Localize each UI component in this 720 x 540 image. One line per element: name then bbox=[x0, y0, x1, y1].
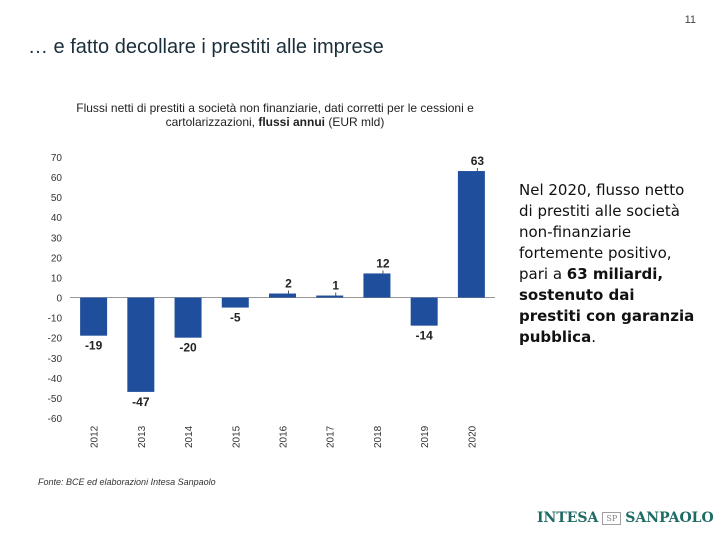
bar-2015 bbox=[221, 297, 249, 308]
note-text-highlight: 63 miliardi, sostenuto dai prestiti con … bbox=[519, 265, 695, 346]
bars bbox=[80, 171, 485, 392]
logo-text-right: SANPAOLO bbox=[625, 510, 714, 526]
x-tick-label: 2012 bbox=[90, 425, 101, 448]
y-tick-label: 0 bbox=[56, 294, 62, 305]
y-tick-label: 60 bbox=[51, 173, 63, 184]
x-tick-label: 2013 bbox=[137, 425, 148, 448]
x-tick-label: 2017 bbox=[326, 425, 337, 448]
y-tick-label: 10 bbox=[51, 273, 63, 284]
y-tick-label: 20 bbox=[51, 253, 63, 264]
slide-title: … e fatto decollare i prestiti alle impr… bbox=[28, 36, 384, 58]
value-label-2012: -19 bbox=[85, 339, 103, 353]
logo-mark: SP bbox=[602, 511, 622, 525]
y-axis: 70 60 50 40 30 20 10 0 -10 -20 -30 -40 -50 -60 bbox=[48, 153, 495, 425]
x-tick-label: 2019 bbox=[420, 425, 431, 448]
intesa-sanpaolo-logo: INTESA SP SANPAOLO bbox=[537, 506, 714, 530]
y-tick-label: -40 bbox=[48, 374, 63, 385]
y-tick-label: 30 bbox=[51, 233, 63, 244]
note-text-intro: Nel 2020, flusso netto di prestiti alle … bbox=[519, 181, 685, 283]
y-tick-label: -30 bbox=[48, 354, 63, 365]
y-tick-label: 40 bbox=[51, 213, 63, 224]
chart-subtitle-emphasis: flussi annui bbox=[258, 115, 326, 129]
y-tick-label: -10 bbox=[48, 314, 63, 325]
bar-2020 bbox=[457, 171, 485, 298]
value-label-2020: 63 bbox=[471, 154, 485, 168]
bar-2019 bbox=[410, 297, 438, 326]
bar-2016 bbox=[269, 293, 296, 298]
chart-subtitle-unit: (EUR mld) bbox=[325, 115, 385, 129]
value-label-2015: -5 bbox=[230, 311, 241, 325]
commentary-note: Nel 2020, flusso netto di prestiti alle … bbox=[519, 180, 697, 348]
bar-2014 bbox=[174, 297, 202, 338]
y-tick-label: -20 bbox=[48, 334, 63, 345]
bar-2018 bbox=[363, 273, 391, 298]
x-tick-label: 2020 bbox=[467, 425, 478, 448]
value-label-2019: -14 bbox=[415, 329, 433, 343]
logo-text-left: INTESA bbox=[537, 510, 599, 526]
y-tick-label: 50 bbox=[51, 193, 63, 204]
chart-subtitle-text: Flussi netti di prestiti a società non f… bbox=[76, 101, 474, 129]
x-tick-label: 2015 bbox=[231, 425, 242, 448]
bar-2017 bbox=[316, 295, 344, 298]
y-tick-label: 70 bbox=[51, 153, 63, 164]
x-tick-label: 2018 bbox=[373, 425, 384, 448]
value-label-2014: -20 bbox=[179, 341, 197, 355]
value-labels: -19 -47 -20 -5 2 1 12 -14 63 bbox=[85, 154, 484, 409]
y-tick-label: -60 bbox=[48, 414, 63, 425]
note-text-end: . bbox=[591, 328, 596, 346]
bar-2012 bbox=[80, 297, 108, 336]
value-label-2018: 12 bbox=[376, 256, 390, 270]
x-labels: 2012 2013 2014 2015 2016 2017 2018 2019 2020 bbox=[90, 425, 479, 448]
value-label-2013: -47 bbox=[132, 395, 150, 409]
y-tick-label: -50 bbox=[48, 394, 63, 405]
source-note: Fonte: BCE ed elaborazioni Intesa Sanpao… bbox=[38, 477, 216, 487]
x-tick-label: 2016 bbox=[279, 425, 290, 448]
value-label-2017: 1 bbox=[332, 279, 339, 293]
x-tick-label: 2014 bbox=[184, 425, 195, 448]
page-number: 11 bbox=[684, 14, 696, 26]
value-label-2016: 2 bbox=[285, 277, 292, 291]
bar-2013 bbox=[127, 297, 155, 392]
chart-subtitle: Flussi netti di prestiti a società non f… bbox=[40, 101, 510, 129]
